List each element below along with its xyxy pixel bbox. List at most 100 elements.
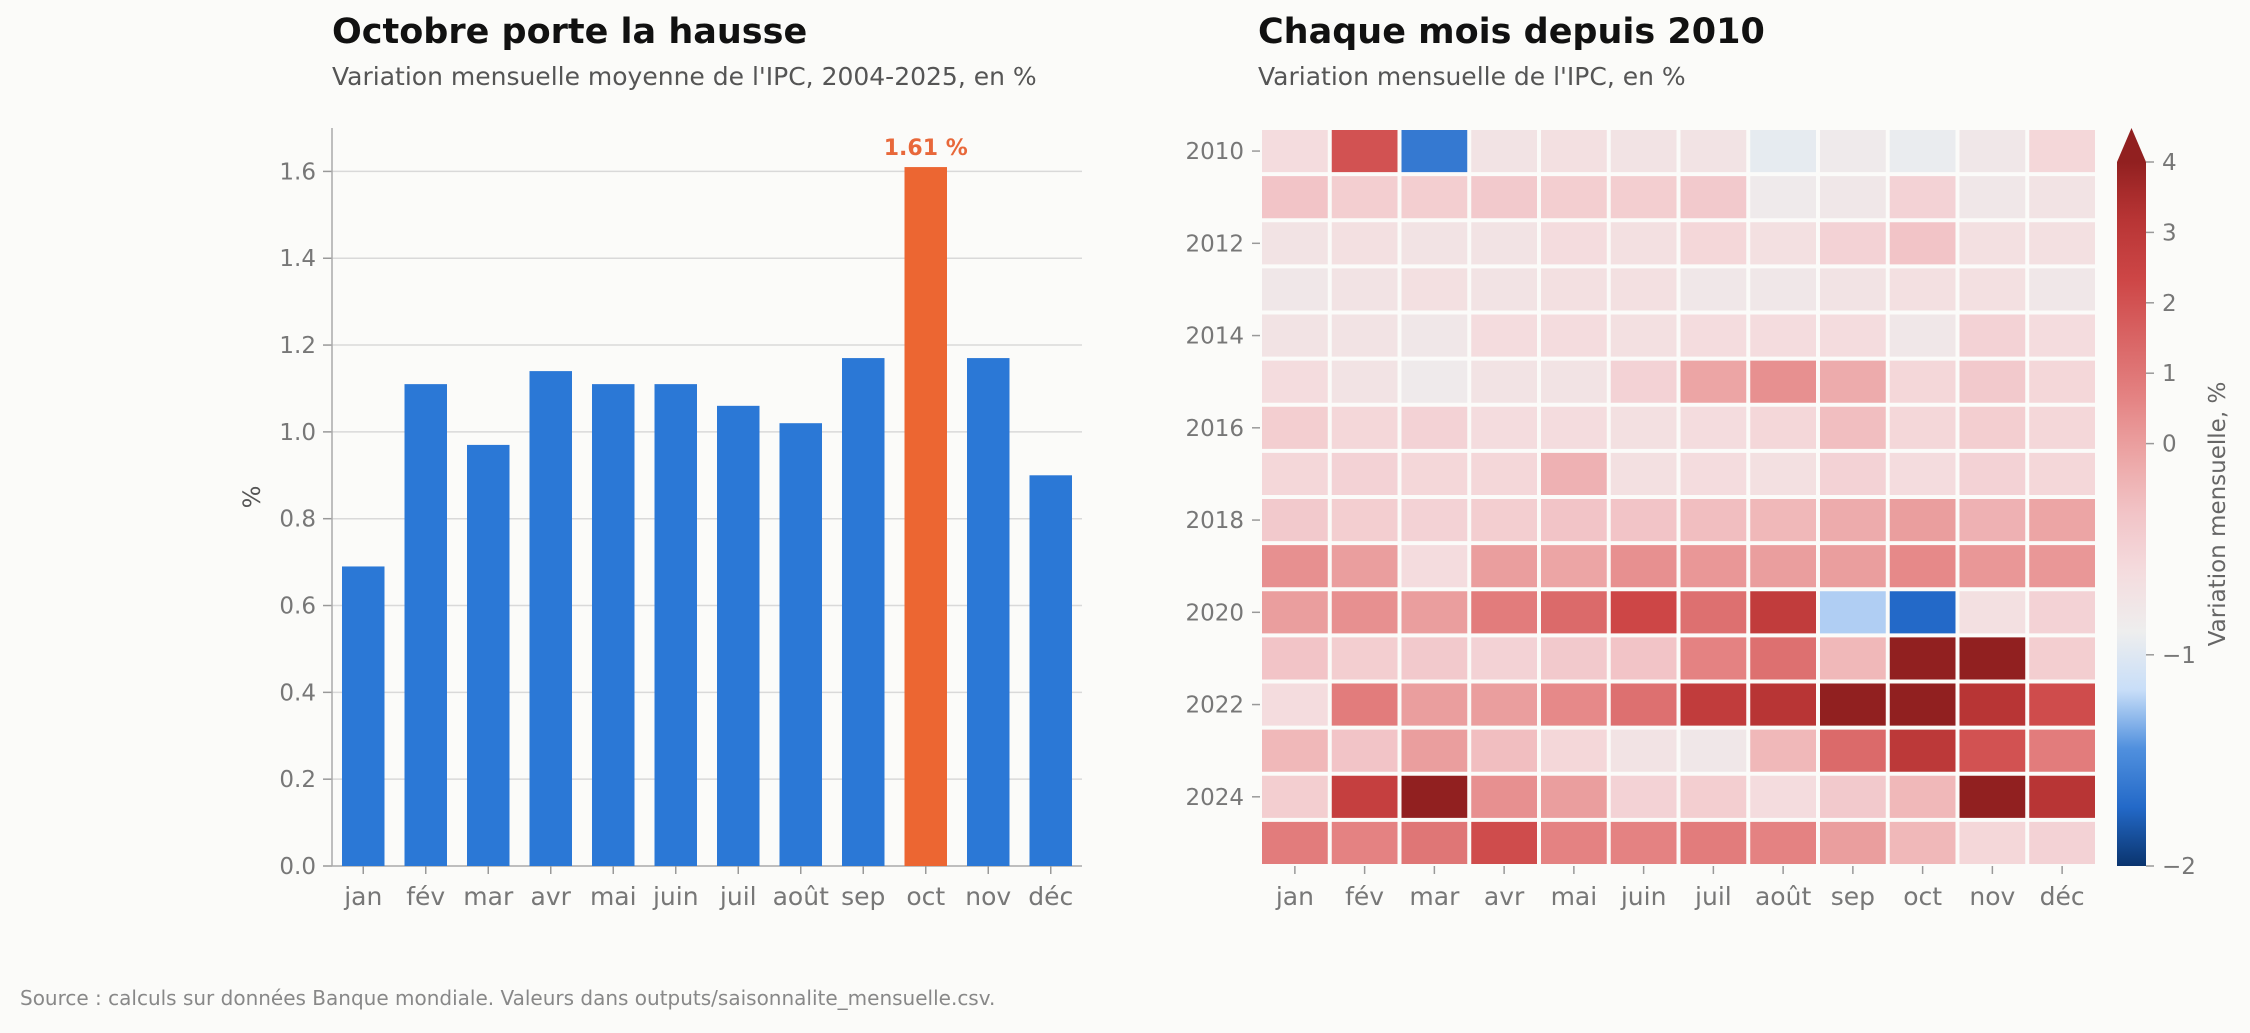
x-tick-label: mar: [463, 882, 514, 911]
heatmap-cell: [1331, 222, 1398, 265]
bar-août: [779, 423, 822, 866]
heatmap-cell: [2029, 130, 2095, 173]
heatmap-cell: [1889, 545, 1956, 588]
heatmap-cell: [1541, 729, 1607, 772]
heatmap-cell: [1889, 637, 1956, 680]
bar-chart-subtitle: Variation mensuelle moyenne de l'IPC, 20…: [332, 62, 1037, 91]
heatmap-cell: [1820, 130, 1886, 173]
y-tick-label: 0.4: [279, 680, 316, 706]
heatmap-cell: [1889, 268, 1956, 311]
heatmap-cell: [1750, 360, 1816, 403]
heatmap-cell: [1610, 683, 1677, 726]
heatmap-cell: [1959, 314, 2026, 357]
heatmap-cell: [1401, 176, 1468, 219]
heatmap-cell: [1959, 637, 2026, 680]
heatmap-cell: [1750, 729, 1816, 772]
heatmap-cell: [1471, 729, 1537, 772]
heatmap-cell: [1889, 591, 1956, 634]
heatmap-cell: [1750, 821, 1816, 864]
heatmap-cell: [1262, 499, 1328, 542]
x-tick-label: juil: [1694, 882, 1732, 911]
heatmap-cell: [1959, 360, 2026, 403]
x-tick-label: oct: [906, 882, 945, 911]
heatmap-cell: [1541, 268, 1607, 311]
heatmap-cell: [1959, 130, 2026, 173]
bar-juin: [654, 384, 697, 866]
heatmap-cell: [1401, 499, 1468, 542]
y-tick-label: 2024: [1185, 785, 1244, 811]
heatmap-cell: [1471, 406, 1537, 449]
bar-chart: 0.0 0.2 0.4 0.6 0.8 1.0 1.2 1.4 1.6% jan fév mar avr…: [238, 128, 1082, 911]
bar-déc: [1029, 475, 1072, 866]
heatmap-cell: [1262, 683, 1328, 726]
heatmap-cell: [1262, 821, 1328, 864]
x-tick-label: sep: [1831, 882, 1875, 911]
heatmap-cell: [1541, 545, 1607, 588]
heatmap-cell: [1750, 268, 1816, 311]
heatmap-cell: [1959, 729, 2026, 772]
heatmap-cell: [1680, 268, 1747, 311]
heatmap-cell: [1680, 591, 1747, 634]
heatmap-cell: [2029, 360, 2095, 403]
heatmap-cell: [1331, 452, 1398, 495]
heatmap-cell: [1959, 821, 2026, 864]
heatmap-cell: [1750, 406, 1816, 449]
bar-fév: [404, 384, 447, 866]
bar-sep: [842, 358, 885, 866]
y-tick-label: 1.0: [279, 420, 316, 446]
heatmap-cell: [2029, 499, 2095, 542]
heatmap-cell: [1331, 545, 1398, 588]
highlight-value-label: 1.61 %: [884, 136, 968, 161]
heatmap-cell: [2029, 176, 2095, 219]
heatmap-cell: [1610, 222, 1677, 265]
bar-juil: [717, 405, 760, 866]
heatmap-cell: [1959, 268, 2026, 311]
heatmap-cell: [1889, 729, 1956, 772]
heatmap-cell: [1262, 591, 1328, 634]
y-tick-label: 0.0: [279, 854, 316, 880]
heatmap-cell: [1471, 130, 1537, 173]
bar-chart-title: Octobre porte la hausse: [332, 12, 808, 52]
heatmap-cell: [1331, 406, 1398, 449]
heatmap-cell: [1889, 683, 1956, 726]
x-tick-label: mai: [1551, 882, 1598, 911]
heatmap-cell: [1680, 406, 1747, 449]
heatmap-cell: [1889, 775, 1956, 818]
x-tick-label: fév: [406, 882, 445, 911]
colorbar-tick-label: 4: [2162, 150, 2177, 176]
heatmap-cell: [1959, 545, 2026, 588]
heatmap-cell: [1680, 314, 1747, 357]
x-tick-label: août: [1755, 882, 1811, 911]
heatmap-cell: [1610, 452, 1677, 495]
heatmap-cell: [1471, 591, 1537, 634]
colorbar-gradient: [2117, 162, 2146, 866]
heatmap-title: Chaque mois depuis 2010: [1258, 12, 1765, 52]
heatmap-cell: [1541, 130, 1607, 173]
heatmap-cell: [1331, 637, 1398, 680]
heatmap-cell: [1331, 130, 1398, 173]
heatmap-cell: [1820, 176, 1886, 219]
heatmap-cell: [1959, 176, 2026, 219]
heatmap-cell: [1331, 821, 1398, 864]
heatmap-cell: [1750, 545, 1816, 588]
heatmap-cell: [1680, 683, 1747, 726]
heatmap-cell: [1959, 406, 2026, 449]
heatmap-cell: [1610, 775, 1677, 818]
heatmap-cell: [1820, 683, 1886, 726]
heatmap-cell: [1401, 683, 1468, 726]
heatmap-cell: [1610, 591, 1677, 634]
x-tick-label: avr: [1484, 882, 1525, 911]
heatmap-cell: [1401, 130, 1468, 173]
colorbar-label: Variation mensuelle, %: [2205, 382, 2231, 647]
heatmap-cell: [1750, 775, 1816, 818]
heatmap-cell: [1610, 130, 1677, 173]
heatmap-cell: [1541, 499, 1607, 542]
heatmap-cell: [2029, 821, 2095, 864]
heatmap-cell: [1541, 360, 1607, 403]
y-tick-label: 2012: [1185, 231, 1244, 257]
heatmap-cell: [1541, 775, 1607, 818]
heatmap-cell: [1750, 452, 1816, 495]
heatmap-cell: [1820, 314, 1886, 357]
heatmap-cell: [2029, 545, 2095, 588]
